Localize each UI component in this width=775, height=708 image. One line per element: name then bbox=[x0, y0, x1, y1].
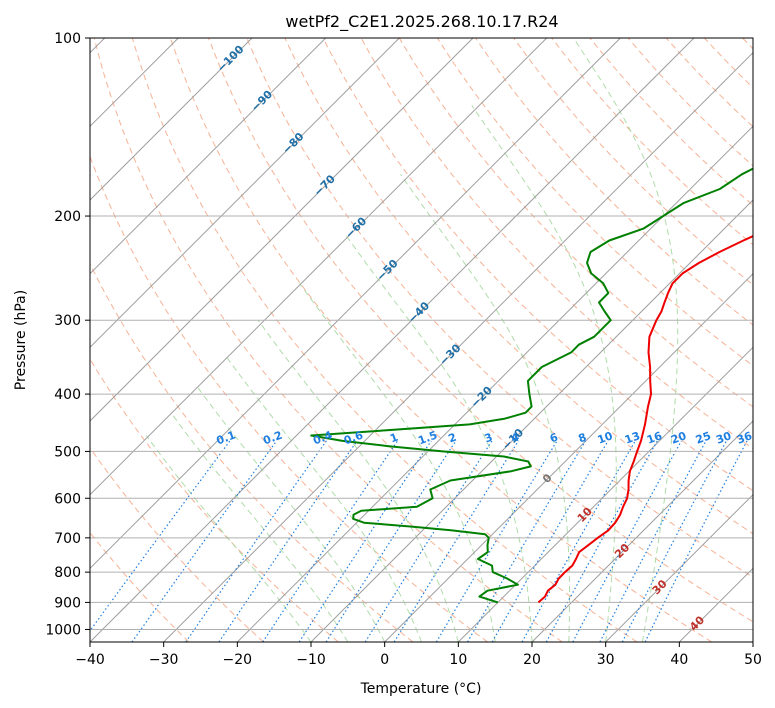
x-tick-label: 40 bbox=[670, 652, 688, 668]
y-tick-label: 800 bbox=[54, 565, 81, 581]
mixing-ratio-line bbox=[491, 440, 609, 642]
mixing-ratio-line bbox=[545, 440, 658, 642]
mixing-ratio-label: 30 bbox=[714, 429, 733, 447]
moist-adiabat-line bbox=[257, 319, 459, 642]
y-tick-label: 400 bbox=[54, 387, 81, 403]
y-tick-label: 700 bbox=[54, 531, 81, 547]
x-tick-label: 20 bbox=[523, 652, 541, 668]
x-axis-title: Temperature (°C) bbox=[360, 681, 482, 697]
x-tick-label: −40 bbox=[75, 652, 105, 668]
mixing-ratio-line bbox=[644, 440, 748, 642]
y-axis: 100 200 300 400 500 600 700 800 900 1000 bbox=[45, 31, 90, 638]
y-tick-label: 200 bbox=[54, 209, 81, 225]
y-tick-label: 300 bbox=[54, 313, 81, 329]
mixing-ratio-line bbox=[298, 440, 432, 642]
dry-adiabat-line bbox=[90, 262, 414, 642]
dry-adiabat-line bbox=[90, 358, 339, 642]
isotherm-line bbox=[236, 125, 753, 642]
x-tick-label: −30 bbox=[149, 652, 179, 668]
mixing-ratio-label: 1 bbox=[388, 431, 400, 446]
mixing-ratio-label: 4 bbox=[509, 430, 521, 445]
y-tick-label: 100 bbox=[54, 31, 81, 47]
dry-adiabat-line bbox=[170, 38, 712, 642]
y-tick-label: 900 bbox=[54, 595, 81, 611]
x-tick-label: 50 bbox=[744, 652, 762, 668]
dry-adiabat-line bbox=[513, 38, 753, 286]
mixing-ratio-label: 16 bbox=[645, 429, 664, 447]
isotherm-line bbox=[90, 38, 474, 422]
pressure-grid bbox=[90, 38, 753, 630]
moist-adiabat-line bbox=[170, 412, 349, 642]
mixing-ratio-label: 2 bbox=[447, 431, 459, 446]
isotherm-line bbox=[90, 38, 621, 570]
mixing-ratio-label: 8 bbox=[577, 431, 589, 446]
dry-adiabat-line bbox=[475, 38, 753, 326]
dry-adiabat-line bbox=[322, 38, 753, 492]
mixing-ratio-line bbox=[185, 440, 327, 642]
y-tick-label: 600 bbox=[54, 491, 81, 507]
mixing-ratio-line bbox=[262, 440, 399, 642]
chart-title: wetPf2_C2E1.2025.268.10.17.R24 bbox=[285, 12, 558, 32]
dry-adiabat-line bbox=[284, 38, 753, 535]
isotherm-line bbox=[90, 38, 695, 642]
moist-adiabat-line bbox=[195, 384, 386, 642]
x-tick-label: 10 bbox=[449, 652, 467, 668]
dry-adiabat-line bbox=[246, 38, 753, 578]
mixing-ratio-line bbox=[393, 440, 519, 642]
moist-adiabat-line bbox=[345, 234, 533, 642]
mixing-ratio-label: 36 bbox=[735, 429, 754, 447]
mixing-ratio-label: 20 bbox=[669, 429, 688, 447]
x-tick-label: 0 bbox=[380, 652, 389, 668]
isotherm-line bbox=[90, 38, 253, 201]
mixing-ratio-line bbox=[364, 440, 493, 642]
dry-adiabat-line bbox=[93, 38, 563, 642]
dewpoint-line bbox=[310, 167, 753, 604]
temperature-line bbox=[537, 235, 753, 604]
mixing-ratio-label: 0.2 bbox=[261, 429, 284, 448]
moist-adiabat-line bbox=[299, 283, 496, 642]
mixing-ratio-line bbox=[435, 440, 558, 642]
mixing-ratio-label: 25 bbox=[694, 429, 713, 446]
mixing-ratio-label: 3 bbox=[483, 431, 495, 446]
x-tick-label: −10 bbox=[296, 652, 326, 668]
isotherm-line bbox=[90, 38, 548, 496]
mixing-ratio-line bbox=[325, 440, 457, 642]
mixing-ratio-label: 0.6 bbox=[342, 428, 365, 447]
y-axis-title: Pressure (hPa) bbox=[13, 290, 29, 390]
background-lines bbox=[90, 38, 753, 642]
mixing-ratio-label: 13 bbox=[623, 429, 642, 446]
moist-adiabat-line bbox=[225, 355, 422, 642]
mixing-ratio-label: 0.1 bbox=[215, 429, 238, 448]
x-tick-label: 30 bbox=[597, 652, 615, 668]
isotherm-line bbox=[457, 346, 753, 642]
plot-frame bbox=[89, 37, 754, 643]
dry-adiabat-line bbox=[208, 38, 753, 623]
isotherm-line bbox=[90, 38, 400, 349]
profile-lines bbox=[310, 167, 753, 604]
mixing-ratio-line bbox=[521, 440, 636, 642]
mixing-ratio-label: 1.5 bbox=[416, 429, 439, 448]
mixing-ratio-label: 0.4 bbox=[311, 428, 334, 447]
isotherm-line bbox=[163, 51, 753, 642]
mixing-ratio-line bbox=[90, 440, 231, 632]
y-tick-label: 500 bbox=[54, 444, 81, 460]
mixing-ratio-label: 10 bbox=[596, 429, 615, 447]
isotherm-line bbox=[384, 272, 753, 642]
x-axis: −40 −30 −20 −10 0 10 20 30 40 50 bbox=[75, 642, 762, 668]
mixing-ratio-line bbox=[466, 440, 587, 642]
mixing-ratio-label: 6 bbox=[548, 430, 560, 445]
mixing-ratio-line bbox=[218, 440, 358, 642]
moist-adiabat-line bbox=[145, 435, 312, 642]
isotherm-line bbox=[605, 493, 753, 642]
isotherm-line bbox=[531, 420, 753, 642]
y-tick-label: 1000 bbox=[45, 622, 81, 638]
isotherm-line bbox=[90, 38, 327, 275]
x-tick-label: −20 bbox=[223, 652, 253, 668]
dry-adiabat-line bbox=[90, 446, 264, 642]
isotherm-line bbox=[310, 199, 753, 642]
moist-adiabat-line bbox=[471, 105, 617, 642]
